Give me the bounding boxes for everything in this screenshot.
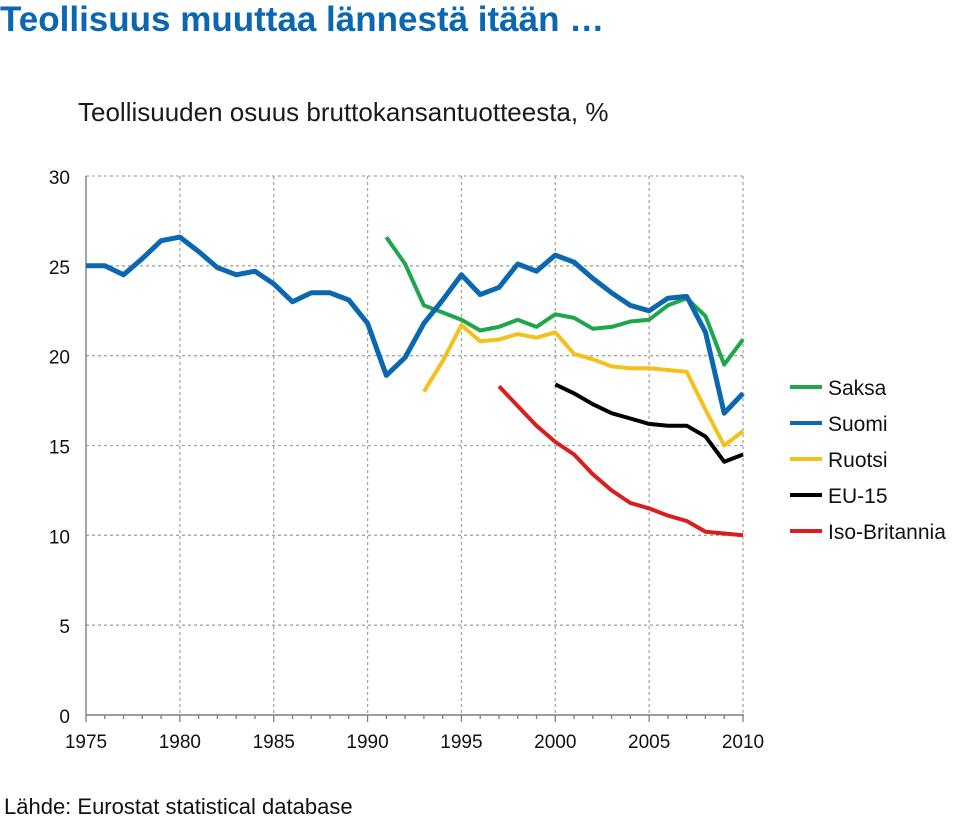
- series-line-ruotsi: [422, 323, 745, 448]
- x-tick-label: 1975: [65, 732, 107, 753]
- legend-label: EU-15: [828, 485, 888, 508]
- page-title: Teollisuus muuttaa lännestä itään …: [0, 0, 605, 39]
- y-tick-label: 15: [49, 438, 70, 459]
- y-tick-label: 20: [49, 348, 70, 369]
- series-line-iso-britannia: [497, 384, 744, 538]
- chart-axes: 0 5 10 15 20 25 30 1975 1980 1985 1990 1995 2000 2005…: [49, 168, 764, 753]
- x-tick-label: 1990: [346, 732, 388, 753]
- series-line-saksa: [384, 235, 745, 367]
- chart-grid: [86, 175, 744, 715]
- legend-label: Suomi: [828, 413, 888, 436]
- x-tick-label: 2005: [628, 732, 670, 753]
- series-line-suomi: [86, 234, 745, 416]
- source-note: Lähde: Eurostat statistical database: [4, 794, 353, 819]
- y-tick-label: 30: [49, 168, 70, 189]
- chart-series: [86, 234, 745, 538]
- chart-legend: Saksa Suomi Ruotsi EU-15 Iso-Britannia: [790, 377, 946, 544]
- y-tick-label: 25: [49, 258, 70, 279]
- chart-title: Teollisuuden osuus bruttokansantuotteest…: [78, 97, 609, 127]
- line-chart: 0 5 10 15 20 25 30 1975 1980 1985 1990 1995 2000 2005…: [49, 168, 946, 753]
- y-tick-label: 5: [59, 617, 70, 638]
- legend-label: Saksa: [828, 377, 887, 400]
- legend-label: Iso-Britannia: [828, 521, 946, 544]
- x-tick-label: 1980: [159, 732, 201, 753]
- legend-label: Ruotsi: [828, 449, 888, 472]
- x-tick-label: 2000: [534, 732, 576, 753]
- y-tick-label: 0: [59, 707, 70, 728]
- x-tick-label: 1985: [253, 732, 295, 753]
- x-tick-label: 1995: [440, 732, 482, 753]
- y-tick-label: 10: [49, 527, 70, 548]
- x-tick-label: 2010: [722, 732, 764, 753]
- series-line-eu-15: [554, 382, 744, 464]
